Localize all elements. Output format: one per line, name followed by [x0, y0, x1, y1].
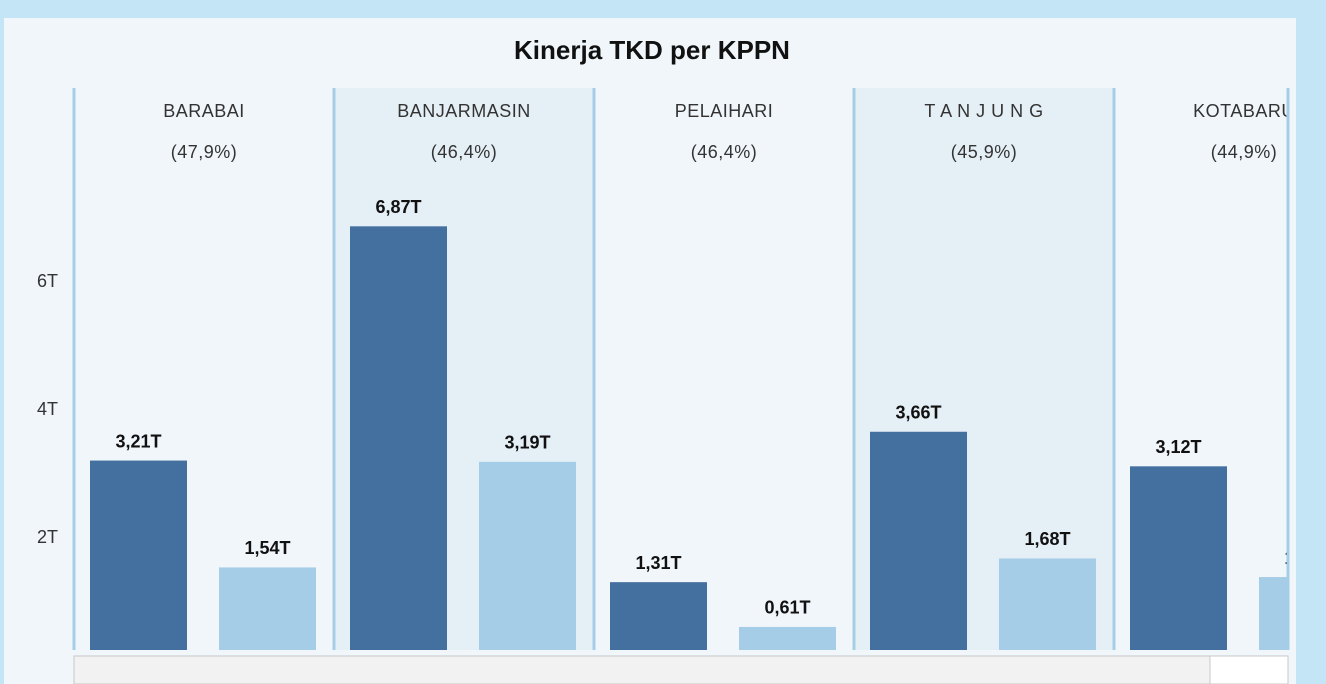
scroll-area [73, 655, 1289, 684]
value-label: 3,12T [1155, 437, 1201, 457]
y-tick-label: 6T [37, 271, 58, 291]
bar [870, 431, 967, 650]
plot: BARABAI (47,9%) 3,21T 1,54T BANJARMASIN (46,4… [90, 88, 1326, 650]
y-tick-label: 4T [37, 399, 58, 419]
chart-title: Kinerja TKD per KPPN [514, 35, 790, 65]
bar [90, 460, 187, 650]
value-label: 3,19T [504, 433, 550, 453]
scroll-corner [1209, 655, 1289, 684]
category-percent: (46,4%) [691, 142, 758, 162]
bar [610, 582, 707, 650]
bar [219, 567, 316, 650]
category-percent: (45,9%) [951, 142, 1018, 162]
category-percent: (46,4%) [431, 142, 498, 162]
category-label: KOTABARU [1193, 101, 1295, 121]
category-percent: (44,9%) [1211, 142, 1278, 162]
category-label: T A N J U N G [924, 101, 1043, 121]
y-tick-label: 2T [37, 527, 58, 547]
bar [479, 461, 576, 650]
bar [1259, 577, 1288, 650]
bar [1130, 466, 1227, 650]
value-label: 3,66T [895, 403, 941, 423]
bar [999, 558, 1096, 650]
category-label: PELAIHARI [675, 101, 774, 121]
value-label: 1,39T [1284, 548, 1326, 568]
bar [739, 626, 836, 650]
value-label: 0,61T [764, 598, 810, 618]
value-label: 1,31T [635, 553, 681, 573]
category-percent: (47,9%) [171, 142, 238, 162]
category-label: BANJARMASIN [397, 101, 531, 121]
value-label: 1,68T [1024, 529, 1070, 549]
value-label: 3,21T [115, 431, 161, 451]
category-label: BARABAI [163, 101, 245, 121]
value-label: 1,54T [244, 538, 290, 558]
bar [350, 226, 447, 650]
value-label: 6,87T [375, 197, 421, 217]
